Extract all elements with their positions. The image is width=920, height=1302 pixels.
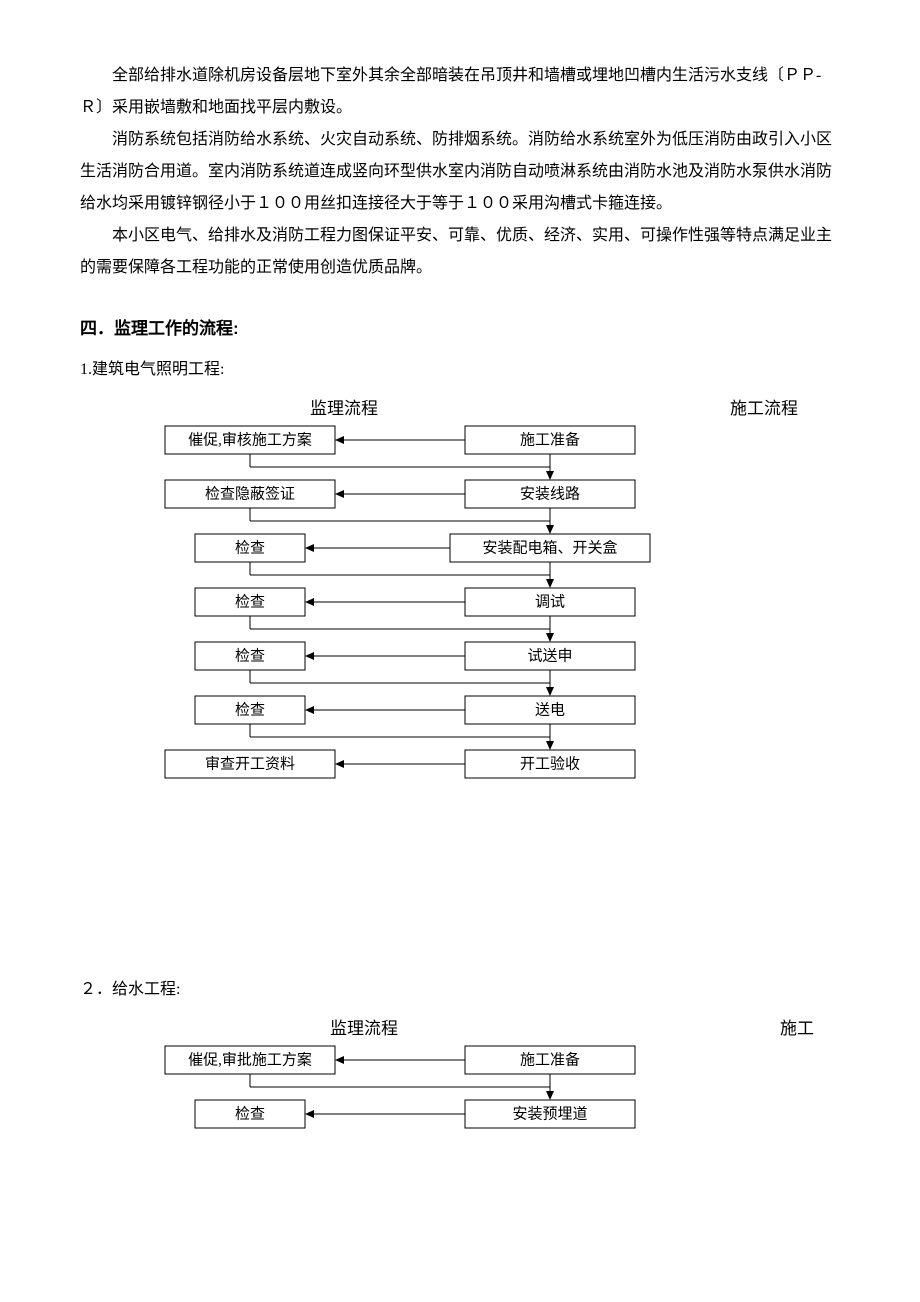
svg-text:检查: 检查 bbox=[235, 701, 265, 718]
section-4-item-2: ２．给水工程: bbox=[80, 974, 840, 1006]
flow1-header-left: 监理流程 bbox=[310, 392, 378, 426]
svg-text:安装线路: 安装线路 bbox=[520, 485, 580, 502]
svg-text:送电: 送电 bbox=[535, 701, 565, 718]
flowchart-1: 催促,审核施工方案施工准备检查隐蔽签证安装线路检查安装配电箱、开关盒检查调试检查… bbox=[80, 396, 700, 808]
flow2-header-right: 施工 bbox=[780, 1012, 814, 1046]
svg-text:安装配电箱、开关盒: 安装配电箱、开关盒 bbox=[482, 539, 617, 556]
svg-text:检查隐蔽签证: 检查隐蔽签证 bbox=[205, 485, 295, 502]
svg-text:试送申: 试送申 bbox=[527, 647, 572, 664]
flowchart-1-wrap: 监理流程 施工流程 催促,审核施工方案施工准备检查隐蔽签证安装线路检查安装配电箱… bbox=[80, 396, 840, 808]
section-4-item-1: 1.建筑电气照明工程: bbox=[80, 354, 840, 386]
svg-text:检查: 检查 bbox=[235, 593, 265, 610]
flow1-header-right: 施工流程 bbox=[730, 392, 798, 426]
flow2-header-left: 监理流程 bbox=[330, 1012, 398, 1046]
svg-text:审查开工资料: 审查开工资料 bbox=[205, 755, 295, 772]
flowchart-2-wrap: 监理流程 施工 催促,审批施工方案施工准备检查安装预埋道 bbox=[80, 1016, 840, 1158]
paragraph-3: 本小区电气、给排水及消防工程力图保证平安、可靠、优质、经济、实用、可操作性强等特… bbox=[80, 220, 840, 284]
svg-text:施工准备: 施工准备 bbox=[520, 431, 580, 448]
svg-text:催促,审批施工方案: 催促,审批施工方案 bbox=[188, 1050, 312, 1068]
svg-text:催促,审核施工方案: 催促,审核施工方案 bbox=[188, 430, 312, 448]
svg-text:调试: 调试 bbox=[535, 593, 565, 610]
svg-text:检查: 检查 bbox=[235, 1105, 265, 1122]
section-4-title: 四．监理工作的流程: bbox=[80, 312, 840, 346]
svg-text:检查: 检查 bbox=[235, 539, 265, 556]
svg-text:施工准备: 施工准备 bbox=[520, 1051, 580, 1068]
svg-text:检查: 检查 bbox=[235, 647, 265, 664]
paragraph-2: 消防系统包括消防给水系统、火灾自动系统、防排烟系统。消防给水系统室外为低压消防由… bbox=[80, 124, 840, 220]
paragraph-1: 全部给排水道除机房设备层地下室外其余全部暗装在吊顶井和墙槽或埋地凹槽内生活污水支… bbox=[80, 60, 840, 124]
svg-text:安装预埋道: 安装预埋道 bbox=[512, 1105, 587, 1122]
svg-text:开工验收: 开工验收 bbox=[520, 755, 580, 772]
